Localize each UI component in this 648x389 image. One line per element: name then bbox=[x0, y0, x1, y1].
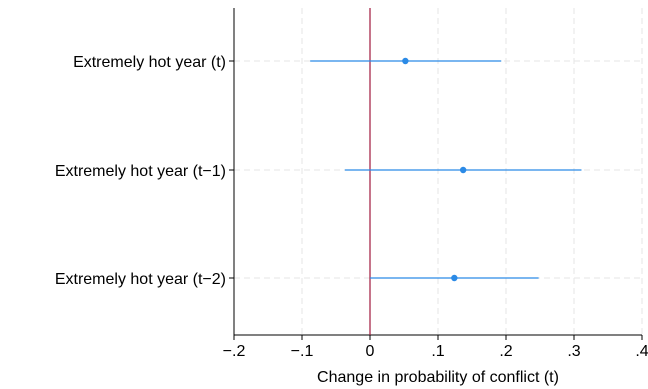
estimates-series bbox=[310, 57, 582, 282]
x-tick-label: .1 bbox=[431, 343, 444, 360]
y-tick-label: Extremely hot year (t−1) bbox=[55, 163, 226, 180]
x-tick-label: .2 bbox=[499, 343, 512, 360]
x-tick-label: 0 bbox=[366, 343, 375, 360]
x-axis-title: Change in probability of conflict (t) bbox=[317, 369, 559, 386]
x-tick-label: .4 bbox=[635, 343, 648, 360]
y-tick-label: Extremely hot year (t) bbox=[73, 54, 226, 71]
y-axis-ticks: Extremely hot year (t) Extremely hot year… bbox=[55, 54, 234, 288]
point-estimate bbox=[451, 274, 458, 282]
point-estimate bbox=[459, 166, 467, 174]
point-estimate bbox=[402, 57, 409, 65]
x-tick-label: −.1 bbox=[291, 343, 314, 360]
x-tick-label: −.2 bbox=[223, 343, 246, 360]
x-axis-ticks: −.2 −.1 0 .1 .2 .3 .4 bbox=[223, 335, 648, 360]
gridlines bbox=[233, 8, 643, 335]
x-tick-label: .3 bbox=[567, 343, 580, 360]
y-tick-label: Extremely hot year (t−2) bbox=[55, 271, 226, 288]
